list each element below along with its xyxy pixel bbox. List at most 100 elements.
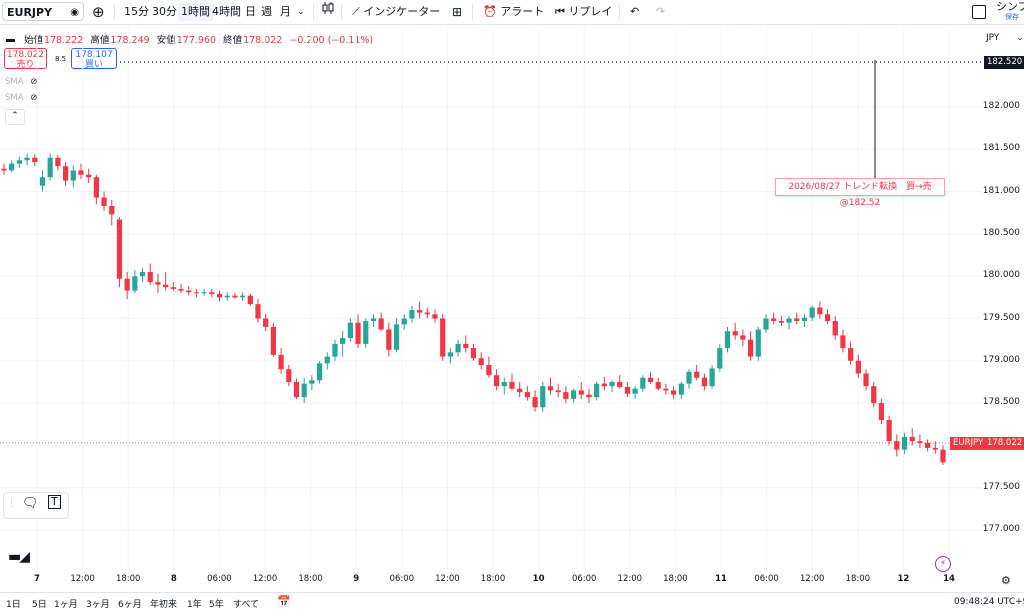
time-tick-label: 18:00 — [663, 574, 688, 584]
symbol-search[interactable]: EURJPY ◉ — [2, 2, 84, 21]
redo-icon[interactable]: ↷ — [656, 5, 666, 18]
replay-label: リプレイ — [568, 5, 613, 18]
candle-body — [517, 388, 523, 393]
text-tool-icon[interactable]: T — [48, 495, 61, 509]
candle-body — [286, 369, 292, 382]
candle-body — [824, 314, 831, 322]
sma-indicator-1[interactable]: SMA ⊘ — [5, 77, 37, 87]
chart-settings-gear-icon[interactable]: ⚙ — [1001, 574, 1011, 587]
interval-1d[interactable]: 日 — [245, 5, 256, 18]
interval-1h[interactable]: 1時間 — [178, 3, 213, 21]
candle-body — [740, 335, 746, 340]
bottom-toolbar: 1日 5日 1ヶ月 3ヶ月 6ヶ月 年初来 1年 5年 すべて 📅 09:48:… — [0, 592, 1024, 611]
calendar-icon[interactable]: 📅 — [277, 595, 291, 608]
candle-body — [755, 329, 761, 357]
candle-body — [493, 375, 500, 387]
candle-body — [278, 354, 284, 370]
eye-off-icon[interactable]: ⊘ — [30, 77, 38, 87]
tradingview-logo-icon: ▬◢ — [8, 549, 30, 565]
candle-body — [809, 307, 815, 318]
candle-body — [32, 157, 38, 162]
range-3m[interactable]: 3ヶ月 — [86, 600, 110, 610]
range-ytd[interactable]: 年初来 — [150, 600, 178, 610]
candle-body — [255, 304, 261, 319]
clock-time[interactable]: 09:48:24 UTC+9 — [954, 597, 1024, 607]
interval-1m[interactable]: 月 — [280, 5, 291, 18]
templates-grid-icon[interactable]: ⊞ — [452, 5, 463, 19]
drag-handle-icon[interactable]: ⋮ — [7, 499, 16, 509]
spread-value: 8.5 — [55, 55, 67, 63]
currency-selector[interactable]: JPY ⌄ — [986, 33, 1024, 43]
range-5y[interactable]: 5年 — [209, 600, 224, 610]
undo-icon[interactable]: ↶ — [630, 5, 640, 18]
candle-body — [386, 329, 392, 350]
buy-label: 買い — [84, 60, 103, 70]
candle-body — [840, 335, 846, 349]
layout-name[interactable]: シンプ — [996, 0, 1024, 13]
candle-body — [16, 160, 22, 164]
candle-body — [832, 321, 838, 336]
candle-body — [771, 318, 777, 322]
close-value: 178.022 — [243, 35, 283, 46]
candle-body — [178, 288, 184, 291]
interval-dropdown-chevron-icon[interactable]: ⌄ — [297, 7, 305, 17]
indicators-button[interactable]: ⟋ インジケーター — [352, 0, 440, 24]
sma-indicator-2[interactable]: SMA ⊘ — [5, 93, 37, 103]
interval-30m[interactable]: 30分 — [152, 5, 177, 18]
interval-15m[interactable]: 15分 — [124, 5, 149, 18]
range-1m[interactable]: 1ヶ月 — [54, 600, 78, 610]
interval-4h[interactable]: 4時間 — [212, 5, 241, 18]
price-chart[interactable] — [0, 26, 981, 570]
save-label[interactable]: 保存 — [1005, 13, 1019, 21]
trend-annotation-label[interactable]: 2026/08/27 トレンド転換 買→売@182.52 — [775, 178, 945, 208]
add-symbol-button[interactable]: ⊕ — [92, 3, 105, 21]
top-toolbar: EURJPY ◉ ⊕ 15分 30分 1時間 4時間 日 週 月 ⌄ ⟋ インジ… — [0, 0, 1024, 25]
chart-type-candles-icon[interactable] — [322, 0, 334, 24]
candle-body — [370, 318, 377, 322]
interval-1w[interactable]: 週 — [261, 5, 272, 18]
candle-body — [378, 318, 384, 330]
time-tick-label: 06:00 — [754, 574, 779, 584]
replay-button[interactable]: ⏮ リプレイ — [555, 0, 612, 24]
range-1y[interactable]: 1年 — [187, 600, 202, 610]
lightning-icon[interactable]: ⚡ — [935, 556, 951, 572]
candle-body — [93, 177, 99, 198]
candle-body — [601, 383, 607, 387]
candle-body — [863, 373, 869, 387]
alert-button[interactable]: ⏰ アラート — [483, 0, 544, 24]
candle-body — [917, 441, 923, 443]
legend-toggle-icon[interactable] — [6, 39, 15, 42]
open-value: 178.222 — [44, 35, 84, 46]
candle-body — [617, 381, 623, 388]
range-6m[interactable]: 6ヶ月 — [118, 600, 142, 610]
collapse-legend-chevron-up-icon[interactable]: ⌃ — [5, 109, 25, 125]
candle-body — [925, 442, 931, 448]
candle-body — [224, 295, 230, 298]
candle-body — [663, 388, 669, 391]
candle-body — [524, 392, 530, 398]
candle-body — [778, 321, 784, 323]
range-5d[interactable]: 5日 — [32, 600, 47, 610]
range-all[interactable]: すべて — [233, 600, 260, 610]
candle-body — [701, 377, 708, 387]
fullscreen-checkbox-icon[interactable] — [972, 5, 986, 19]
eye-off-icon[interactable]: ⊘ — [30, 93, 38, 103]
time-tick-label: 11 — [715, 574, 727, 584]
candle-body — [301, 383, 307, 398]
range-1d[interactable]: 1日 — [6, 600, 21, 610]
compare-icon[interactable]: ◉ — [70, 7, 79, 18]
sell-button[interactable]: 178.022 売り — [4, 48, 47, 70]
time-tick-label: 18:00 — [845, 574, 871, 584]
time-tick-label: 18:00 — [115, 574, 141, 584]
candle-body — [432, 314, 438, 319]
candle-body — [632, 388, 638, 394]
buy-button[interactable]: 178.107 買い — [71, 48, 117, 70]
candle-body — [940, 449, 946, 463]
candle-body — [724, 331, 731, 349]
candle-body — [855, 360, 861, 374]
candle-body — [871, 386, 877, 404]
candle-body — [570, 390, 577, 399]
time-axis[interactable]: 7 12:00 18:00 8 06:00 12:00 18:00 9 06:00 12:00 18… — [0, 570, 981, 590]
price-axis[interactable]: 182.000 181.500 181.000 180.500 180.000 179.5… — [981, 26, 1024, 566]
comment-icon[interactable]: 🗨 — [22, 496, 39, 511]
